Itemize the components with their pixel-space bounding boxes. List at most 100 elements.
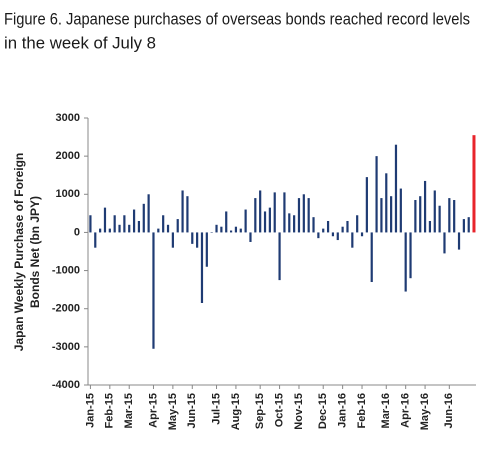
bar [210, 232, 213, 233]
bar [307, 198, 310, 233]
bar [229, 230, 233, 233]
bar [103, 207, 107, 233]
bar [443, 232, 446, 254]
x-tick-label: Jun-16 [443, 393, 455, 428]
bar [273, 192, 276, 233]
bar [414, 200, 417, 233]
bar [234, 226, 238, 233]
bar [118, 224, 121, 233]
bar [157, 228, 160, 233]
bar [375, 156, 378, 233]
y-tick-label: 0 [74, 226, 80, 238]
bar [312, 217, 315, 233]
bar [263, 211, 267, 233]
bar [186, 196, 189, 233]
bar [162, 215, 165, 233]
bar [356, 215, 359, 233]
bar [176, 219, 179, 233]
bar [380, 198, 383, 233]
bar [113, 215, 116, 233]
x-tick-label: Aug-15 [230, 393, 242, 430]
x-tick-label: May-15 [167, 393, 179, 430]
y-tick-label: -2000 [52, 303, 80, 315]
x-tick-label: Oct-15 [273, 393, 285, 427]
x-tick-label: Feb-16 [356, 393, 368, 428]
y-tick-label: 3000 [56, 112, 80, 124]
bar [239, 228, 242, 233]
bar [152, 232, 155, 349]
bar [462, 219, 465, 233]
chart-title: Figure 6. Japanese purchases of overseas… [4, 9, 470, 28]
bar [89, 215, 92, 233]
bar [171, 232, 174, 248]
bar [423, 180, 427, 233]
x-tick-label: Apr-16 [400, 393, 412, 428]
bar [453, 200, 456, 233]
bar [200, 232, 204, 303]
y-axis-label: Bonds Net (bn JPY) [28, 196, 42, 308]
bar [297, 198, 301, 233]
bar [365, 177, 368, 233]
bar [137, 220, 141, 233]
x-tick-label: Jan-15 [84, 393, 96, 428]
bar [181, 190, 184, 233]
bar [94, 232, 97, 248]
bar [220, 226, 223, 233]
y-tick-label: 1000 [56, 188, 80, 200]
bar [331, 232, 335, 237]
bar [467, 217, 470, 233]
bar [293, 215, 296, 233]
bar [448, 198, 451, 233]
x-tick-label: Jul-15 [210, 393, 222, 425]
bar [394, 144, 398, 233]
bar [457, 232, 461, 250]
bar [166, 224, 170, 233]
x-tick-label: Mar-16 [380, 393, 392, 428]
bar [341, 226, 344, 233]
bar [278, 232, 281, 281]
bar [322, 228, 325, 233]
x-tick-label: Dec-15 [317, 393, 329, 429]
bar [283, 192, 286, 233]
bar [147, 194, 150, 233]
bar [317, 232, 320, 239]
x-tick-label: Mar-15 [123, 393, 135, 428]
x-tick-label: Sep-15 [254, 393, 266, 429]
y-tick-label: 2000 [56, 150, 80, 162]
bar [438, 205, 441, 233]
bar [336, 232, 339, 241]
bar [419, 196, 422, 233]
bar [225, 211, 228, 233]
bar [128, 224, 131, 233]
chart-title: in the week of July 8 [4, 33, 156, 52]
y-axis-label: Japan Weekly Purchase of Foreign [12, 153, 26, 352]
bar [108, 228, 111, 233]
y-tick-label: -4000 [52, 379, 80, 391]
bar [196, 232, 199, 248]
bar [302, 194, 305, 233]
bar [132, 209, 136, 233]
bar [433, 190, 436, 233]
bar [244, 209, 247, 233]
bar [259, 190, 262, 233]
bar [268, 207, 271, 233]
bar [399, 188, 402, 233]
bar [385, 173, 388, 233]
bar [142, 203, 145, 233]
y-tick-label: -3000 [52, 341, 80, 353]
bar [346, 220, 349, 233]
x-tick-label: May-16 [419, 393, 431, 430]
bar [370, 232, 373, 283]
x-tick-label: Apr-15 [147, 393, 159, 428]
x-tick-label: Feb-15 [104, 393, 116, 428]
bar [360, 232, 364, 237]
bar [472, 135, 476, 233]
bar [404, 232, 407, 292]
bar [123, 215, 126, 233]
bar [390, 196, 393, 233]
bar [326, 220, 330, 233]
bar [288, 213, 291, 233]
bar [249, 232, 252, 242]
x-tick-label: Jun-15 [186, 393, 198, 428]
